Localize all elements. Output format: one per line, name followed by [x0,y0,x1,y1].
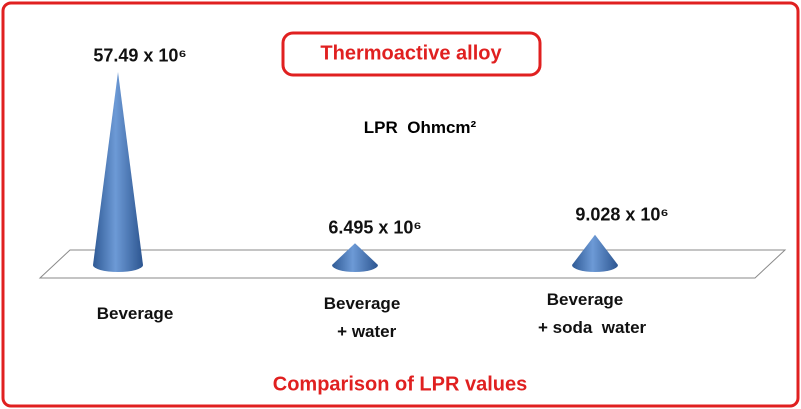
y-axis-label: LPR Ohmcm² [363,118,477,137]
floor [38,249,787,279]
value-label: 9.028 x 10⁶ [575,204,669,225]
cone [572,234,618,272]
cone [93,72,143,272]
category-label: Beverage + soda water [537,290,647,337]
category-label: Beverage + water [323,294,401,341]
category-label: Beverage [96,304,174,323]
title-box [281,31,542,77]
value-label: 57.49 x 10⁶ [93,45,187,66]
chart-title: Thermoactive alloy [320,42,502,65]
value-label: 6.495 x 10⁶ [328,217,422,238]
cone [332,243,378,272]
footer: Comparison of LPR values [272,373,528,396]
